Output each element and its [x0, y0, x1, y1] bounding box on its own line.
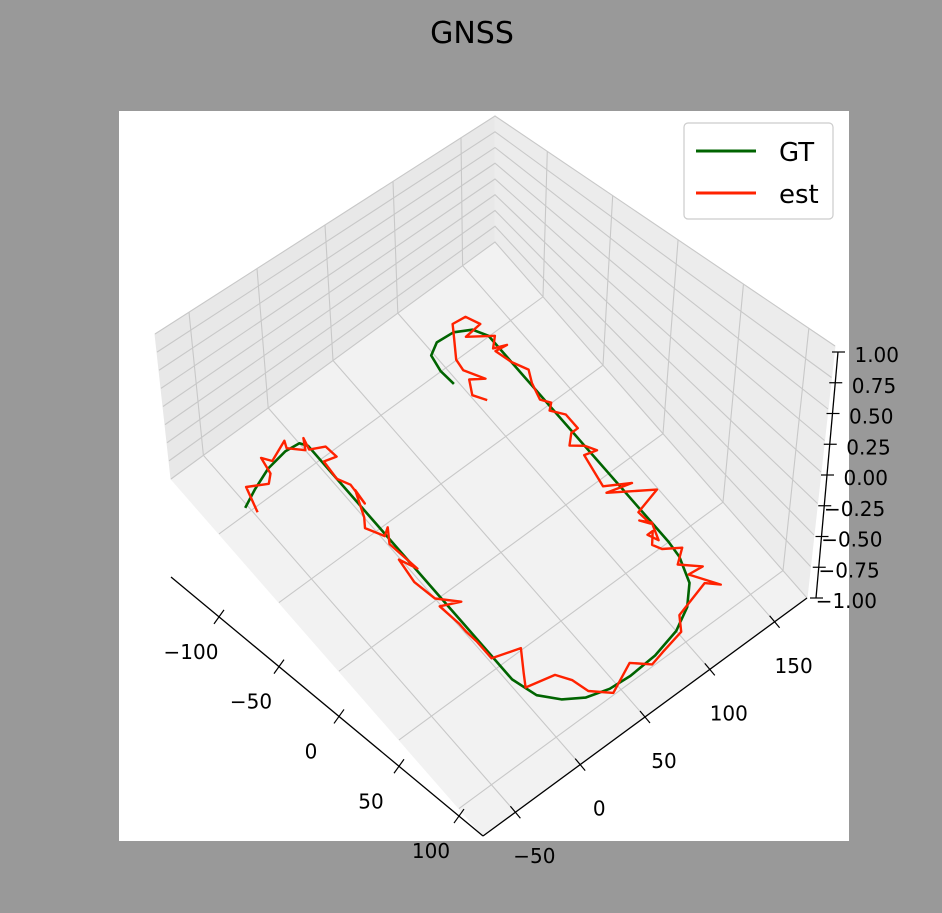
- z-tick-label: 0.50: [849, 405, 894, 429]
- grid-line-z: [156, 131, 832, 378]
- grid-line-z: [164, 194, 818, 504]
- z-tick-label: −1.00: [816, 589, 877, 613]
- series-lines: [244, 315, 722, 701]
- y-tick-label: 100: [710, 701, 748, 725]
- tick-labels: −100 −50 0 50 100 −50 0 50 100 150 1.00 0.75 0.50 0.2…: [164, 343, 899, 868]
- z-tick-label: 0.25: [846, 435, 891, 459]
- z-tick-label: 0.75: [852, 374, 897, 398]
- x-tick: [213, 609, 225, 625]
- tick-marks: [213, 351, 845, 824]
- grid-line-z: [168, 225, 811, 567]
- grid-line-z: [158, 146, 829, 410]
- z-tick-label: −0.75: [818, 558, 879, 582]
- chart-title: GNSS: [430, 16, 514, 51]
- grid-line-z: [170, 241, 808, 599]
- x-tick-label: −50: [230, 690, 272, 714]
- y-tick: [574, 758, 586, 771]
- x-tick-label: 100: [412, 839, 450, 863]
- z-tick-label: 1.00: [854, 343, 899, 367]
- y-tick: [509, 805, 521, 819]
- x-tick: [453, 808, 465, 824]
- x-tick: [273, 659, 285, 675]
- x-tick-label: −100: [164, 640, 219, 664]
- series-line-est: [244, 315, 722, 695]
- z-tick-label: −0.25: [824, 497, 885, 521]
- grid-line-z: [166, 209, 815, 536]
- z-tick-label: 0.00: [843, 466, 888, 490]
- y-tick: [704, 663, 716, 676]
- legend: GT est: [683, 122, 834, 220]
- x-tick-label: 50: [358, 789, 383, 813]
- legend-box: [683, 122, 834, 220]
- x-tick-label: 0: [305, 739, 318, 763]
- grid-lines: [154, 115, 836, 813]
- legend-label-est: est: [779, 180, 819, 210]
- plot-area: −100 −50 0 50 100 −50 0 50 100 150 1.00 0.75 0.50 0.2…: [154, 115, 899, 868]
- x-axis-line: [170, 576, 484, 837]
- x-tick: [333, 709, 345, 724]
- y-tick: [769, 615, 781, 629]
- z-tick-label: −0.50: [821, 528, 882, 552]
- y-tick-label: −50: [513, 844, 555, 868]
- y-tick: [639, 710, 651, 724]
- x-tick: [393, 758, 405, 774]
- y-tick-label: 150: [775, 654, 813, 678]
- grid-line-z: [162, 178, 822, 473]
- grid-line-z: [160, 162, 825, 441]
- legend-label-gt: GT: [779, 138, 814, 168]
- grid-line-z: [154, 115, 836, 347]
- y-tick-label: 50: [651, 749, 676, 773]
- y-tick-label: 0: [593, 797, 606, 821]
